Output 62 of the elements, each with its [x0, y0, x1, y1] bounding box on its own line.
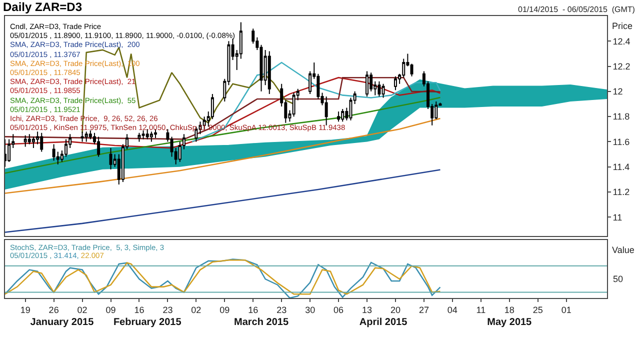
x-tick-label: 06 [334, 304, 344, 315]
x-tick-label: 23 [162, 304, 173, 315]
x-tick-label: 16 [134, 304, 144, 315]
candlestick [88, 130, 92, 140]
line-series [5, 169, 441, 233]
candlestick [138, 132, 141, 142]
y-tick-label: 12.2 [612, 61, 630, 72]
candlestick [24, 134, 27, 148]
x-tick-label: 11 [476, 304, 486, 315]
x-tick-label: 13 [362, 304, 372, 315]
x-tick-label: 01 [561, 304, 572, 315]
candlestick [80, 131, 84, 142]
x-tick-label: 25 [532, 304, 543, 315]
y-tick-label: 11.4 [612, 162, 630, 172]
chart-title: Daily ZAR=D3 [3, 0, 82, 14]
candlestick [382, 83, 385, 98]
x-tick-label: 27 [418, 304, 429, 315]
y-tick-label: 12 [612, 86, 623, 97]
candlestick [52, 144, 56, 162]
y-axis-title: Value [612, 245, 634, 255]
x-tick-label: 04 [447, 304, 458, 315]
candlestick [341, 108, 344, 122]
candlestick [292, 92, 296, 118]
x-tick-label: 20 [390, 304, 400, 315]
text: 50 [613, 274, 624, 284]
x2-tick-label: January 2015 [30, 317, 94, 328]
y-axis-title: Price [612, 21, 633, 31]
y-tick-label: 11.8 [612, 112, 630, 122]
line-series [5, 96, 441, 174]
x2-tick-label: April 2015 [359, 317, 408, 328]
x-tick-label: 18 [504, 304, 514, 315]
x-tick-label: 23 [276, 304, 287, 315]
x2-tick-label: May 2015 [487, 317, 532, 328]
x-tick-label: 02 [191, 304, 202, 315]
candlestick [142, 130, 145, 140]
candlestick [97, 136, 100, 158]
text: 01/14/2015 - 06/05/2015 (GMT) [518, 5, 636, 14]
candlestick [324, 96, 328, 126]
x-tick-label: 16 [248, 304, 258, 315]
x-tick-label: 19 [20, 304, 30, 315]
candlestick [109, 148, 112, 170]
candlestick [268, 50, 271, 94]
candlestick [28, 134, 31, 145]
candlestick [378, 80, 381, 97]
line-series [5, 118, 441, 194]
x-tick-label: 09 [220, 304, 230, 315]
x2-tick-label: February 2015 [113, 317, 182, 328]
x-tick-label: 09 [106, 304, 116, 315]
x-tick-label: 26 [48, 304, 59, 315]
candlestick [337, 111, 340, 122]
candlestick [366, 70, 369, 97]
y-tick-label: 11 [612, 212, 622, 222]
x2-tick-label: March 2015 [234, 317, 289, 328]
y-tick-label: 12.4 [612, 36, 630, 46]
candlestick [40, 132, 44, 152]
x-tick-label: 02 [77, 304, 88, 315]
candlestick [394, 76, 397, 91]
y-tick-label: 11.2 [612, 187, 630, 198]
x-tick-label: 30 [305, 304, 316, 315]
y-tick-label: 11.6 [612, 136, 630, 147]
candlestick [84, 131, 88, 142]
candlestick [150, 131, 153, 142]
